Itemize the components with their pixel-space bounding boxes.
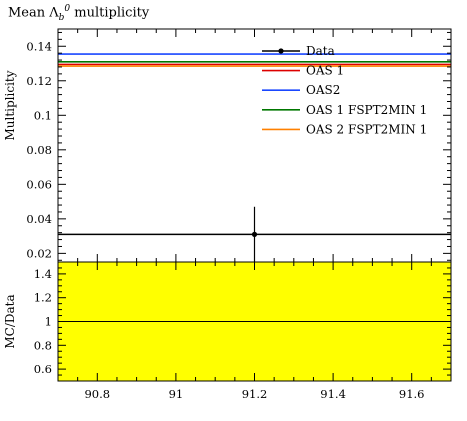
- y-tick-label: 0.02: [26, 246, 52, 260]
- y-tick-label: 0.1: [34, 108, 52, 122]
- y-tick-label: 0.08: [26, 143, 52, 157]
- ratio-y-tick-label: 0.8: [34, 338, 52, 352]
- legend-label-3: OAS 1 FSPT2MIN 1: [306, 103, 427, 117]
- x-tick-label: 91.6: [399, 387, 425, 401]
- chart-title: Mean Λb0 multiplicity: [8, 4, 150, 23]
- x-tick-label: 91.2: [242, 387, 268, 401]
- y-tick-label: 0.06: [26, 177, 52, 191]
- legend: Data OAS 1 OAS2 OAS 1 FSPT2MIN 1 OAS 2 FSPT2…: [262, 44, 427, 136]
- ratio-panel: 0.6 0.8 1 1.2 1.4 90.8 91 91.2 91.4 91.6 MC/Data: [3, 261, 452, 401]
- ratio-y-tick-label: 1: [45, 315, 52, 329]
- y-tick-label: 0.04: [26, 212, 52, 226]
- legend-label-1: OAS 1: [306, 64, 344, 78]
- ratio-y-tick-label: 1.2: [34, 291, 52, 305]
- ratio-y-tick-label: 0.6: [34, 362, 52, 376]
- legend-label-2: OAS2: [306, 83, 340, 97]
- y-tick-label: 0.14: [26, 39, 52, 53]
- ratio-y-tick-label: 1.4: [34, 267, 52, 281]
- x-tick-label: 90.8: [84, 387, 110, 401]
- x-tick-label: 91: [169, 387, 184, 401]
- x-tick-label: 91.4: [320, 387, 346, 401]
- data-point: [251, 231, 258, 237]
- y-tick-label: 0.12: [26, 74, 52, 88]
- y-axis-label: Multiplicity: [3, 70, 17, 140]
- legend-label-0: Data: [306, 44, 335, 58]
- legend-marker-data: [278, 48, 284, 54]
- ratio-y-axis-label: MC/Data: [3, 294, 17, 348]
- ratio-frame: [57, 261, 452, 382]
- legend-label-4: OAS 2 FSPT2MIN 1: [306, 122, 427, 136]
- main-panel: 0.02 0.04 0.06 0.08 0.1 0.12 0.14 Multiplicity: [3, 28, 452, 263]
